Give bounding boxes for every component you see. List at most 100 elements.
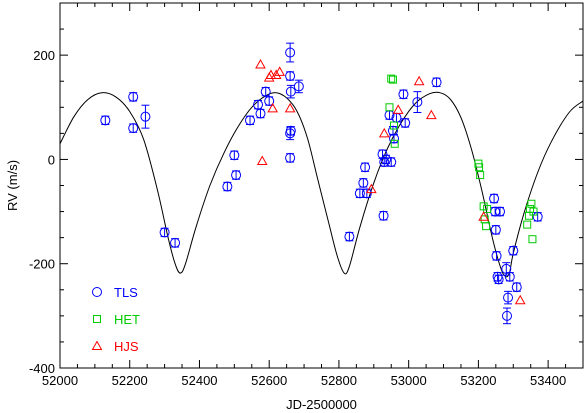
data-point-hjs <box>413 75 425 86</box>
data-point-tls <box>503 292 514 303</box>
x-tick-label: 52800 <box>321 373 357 388</box>
data-point-tls <box>358 177 369 188</box>
data-point-het <box>482 222 491 231</box>
legend-item-hjs: HJS <box>91 339 139 354</box>
data-point-tls <box>293 81 304 92</box>
data-point-tls <box>140 111 151 122</box>
data-point-tls <box>495 206 506 217</box>
data-point-tls <box>398 89 409 100</box>
data-point-tls <box>412 97 423 108</box>
legend-label-het: HET <box>114 312 140 327</box>
data-point-hjs <box>392 104 404 114</box>
x-axis-label: JD-2500000 <box>286 397 357 412</box>
data-point-tls <box>255 108 266 119</box>
data-point-hjs <box>274 66 286 76</box>
data-point-tls <box>379 157 390 168</box>
data-point-tls <box>431 77 442 88</box>
x-tick-label: 52200 <box>112 373 148 388</box>
data-point-hjs <box>270 69 282 79</box>
data-point-hjs <box>425 109 437 120</box>
y-tick-label: 0 <box>48 152 55 167</box>
data-point-tls <box>389 133 400 144</box>
data-point-het <box>527 199 536 208</box>
data-point-hjs <box>514 294 526 305</box>
y-axis-label: RV (m/s) <box>5 160 20 211</box>
data-point-het <box>524 211 533 220</box>
data-point-tls <box>377 149 388 160</box>
data-point-tls <box>231 170 242 181</box>
data-point-hjs <box>265 69 277 79</box>
data-point-tls <box>387 125 398 136</box>
data-point-het <box>483 204 492 213</box>
y-tick-label: 200 <box>33 48 55 63</box>
x-tick-label: 53400 <box>530 373 566 388</box>
legend: TLS HET HJS <box>91 285 140 354</box>
series-het <box>385 74 538 244</box>
data-point-het <box>390 121 399 130</box>
legend-marker-het <box>93 315 101 323</box>
legend-label-hjs: HJS <box>114 339 139 354</box>
model-curve <box>59 91 584 278</box>
data-point-tls <box>222 181 233 192</box>
data-point-tls <box>493 274 504 285</box>
data-point-het <box>528 235 537 244</box>
data-point-tls <box>501 310 512 321</box>
data-point-tls <box>128 91 139 102</box>
data-point-tls <box>245 115 256 126</box>
data-point-tls <box>354 188 365 199</box>
data-point-het <box>475 163 484 172</box>
data-point-het <box>523 220 532 229</box>
data-point-hjs <box>256 155 268 165</box>
data-point-tls <box>400 117 411 128</box>
data-point-tls <box>170 237 181 248</box>
data-point-het <box>387 74 396 83</box>
legend-marker-tls <box>92 287 102 297</box>
data-points-layer <box>100 42 543 325</box>
x-tick-label: 53000 <box>391 373 427 388</box>
data-point-hjs <box>284 102 296 113</box>
x-tick-label: 52400 <box>181 373 217 388</box>
data-point-tls <box>360 162 371 173</box>
axis-tick-labels: 52000 52200 52400 52600 52800 53000 53200 53400… <box>29 48 566 388</box>
legend-marker-hjs <box>91 340 103 350</box>
data-point-het <box>388 75 397 84</box>
model-curve-layer <box>59 91 584 278</box>
data-point-tls <box>378 210 389 221</box>
y-tick-label: -400 <box>29 361 55 376</box>
data-point-tls <box>229 150 240 161</box>
data-point-hjs <box>378 127 390 138</box>
data-point-hjs <box>255 59 266 69</box>
data-point-tls <box>260 86 271 97</box>
data-point-tls <box>285 47 296 58</box>
x-tick-label: 53200 <box>460 373 496 388</box>
series-tls <box>100 42 543 325</box>
data-point-hjs <box>267 102 279 113</box>
data-point-tls <box>285 152 296 163</box>
data-point-tls <box>490 224 501 235</box>
data-point-tls <box>100 115 111 126</box>
y-tick-label: -200 <box>29 257 55 272</box>
data-point-tls <box>285 71 296 81</box>
data-point-tls <box>285 125 296 136</box>
data-point-tls <box>285 86 296 97</box>
data-point-tls <box>511 282 522 293</box>
legend-item-het: HET <box>93 312 140 327</box>
data-point-tls <box>508 245 519 256</box>
data-point-tls <box>344 231 355 242</box>
data-point-het <box>476 171 485 180</box>
data-point-tls <box>381 154 392 165</box>
data-point-tls <box>361 188 372 199</box>
series-hjs <box>255 59 526 305</box>
data-point-tls <box>264 96 275 107</box>
data-point-het <box>385 103 394 112</box>
data-point-tls <box>491 250 502 261</box>
x-tick-label: 52600 <box>251 373 287 388</box>
data-point-tls <box>128 123 139 134</box>
data-point-tls <box>532 211 543 222</box>
data-point-hjs <box>366 183 377 194</box>
legend-item-tls: TLS <box>92 285 138 300</box>
data-point-hjs <box>478 211 489 221</box>
data-point-het <box>390 139 399 148</box>
data-point-tls <box>504 271 515 282</box>
